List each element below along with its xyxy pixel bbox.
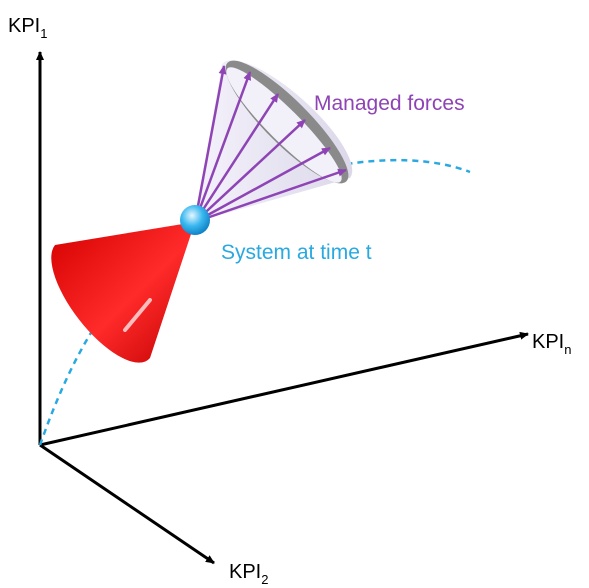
system-label: System at time t (221, 241, 372, 264)
forces-label: Managed forces (314, 92, 465, 115)
past-cone (51, 222, 195, 363)
arrow (193, 93, 280, 223)
system-sphere (180, 205, 210, 235)
arrow (193, 71, 252, 223)
cone-base-inner (226, 67, 342, 183)
arrow (194, 146, 331, 224)
axis-kpi2 (39, 443, 215, 565)
kpin-label: KPIn (532, 331, 571, 357)
force-arrows (193, 65, 347, 224)
axes (36, 51, 529, 565)
arrow (194, 119, 306, 223)
arrow (194, 168, 347, 224)
axis-kpin (39, 331, 529, 447)
arrow (193, 65, 227, 223)
kpi2-label: KPI2 (229, 561, 268, 587)
highlight (123, 298, 152, 332)
kpi1-label: KPI1 (8, 15, 47, 41)
